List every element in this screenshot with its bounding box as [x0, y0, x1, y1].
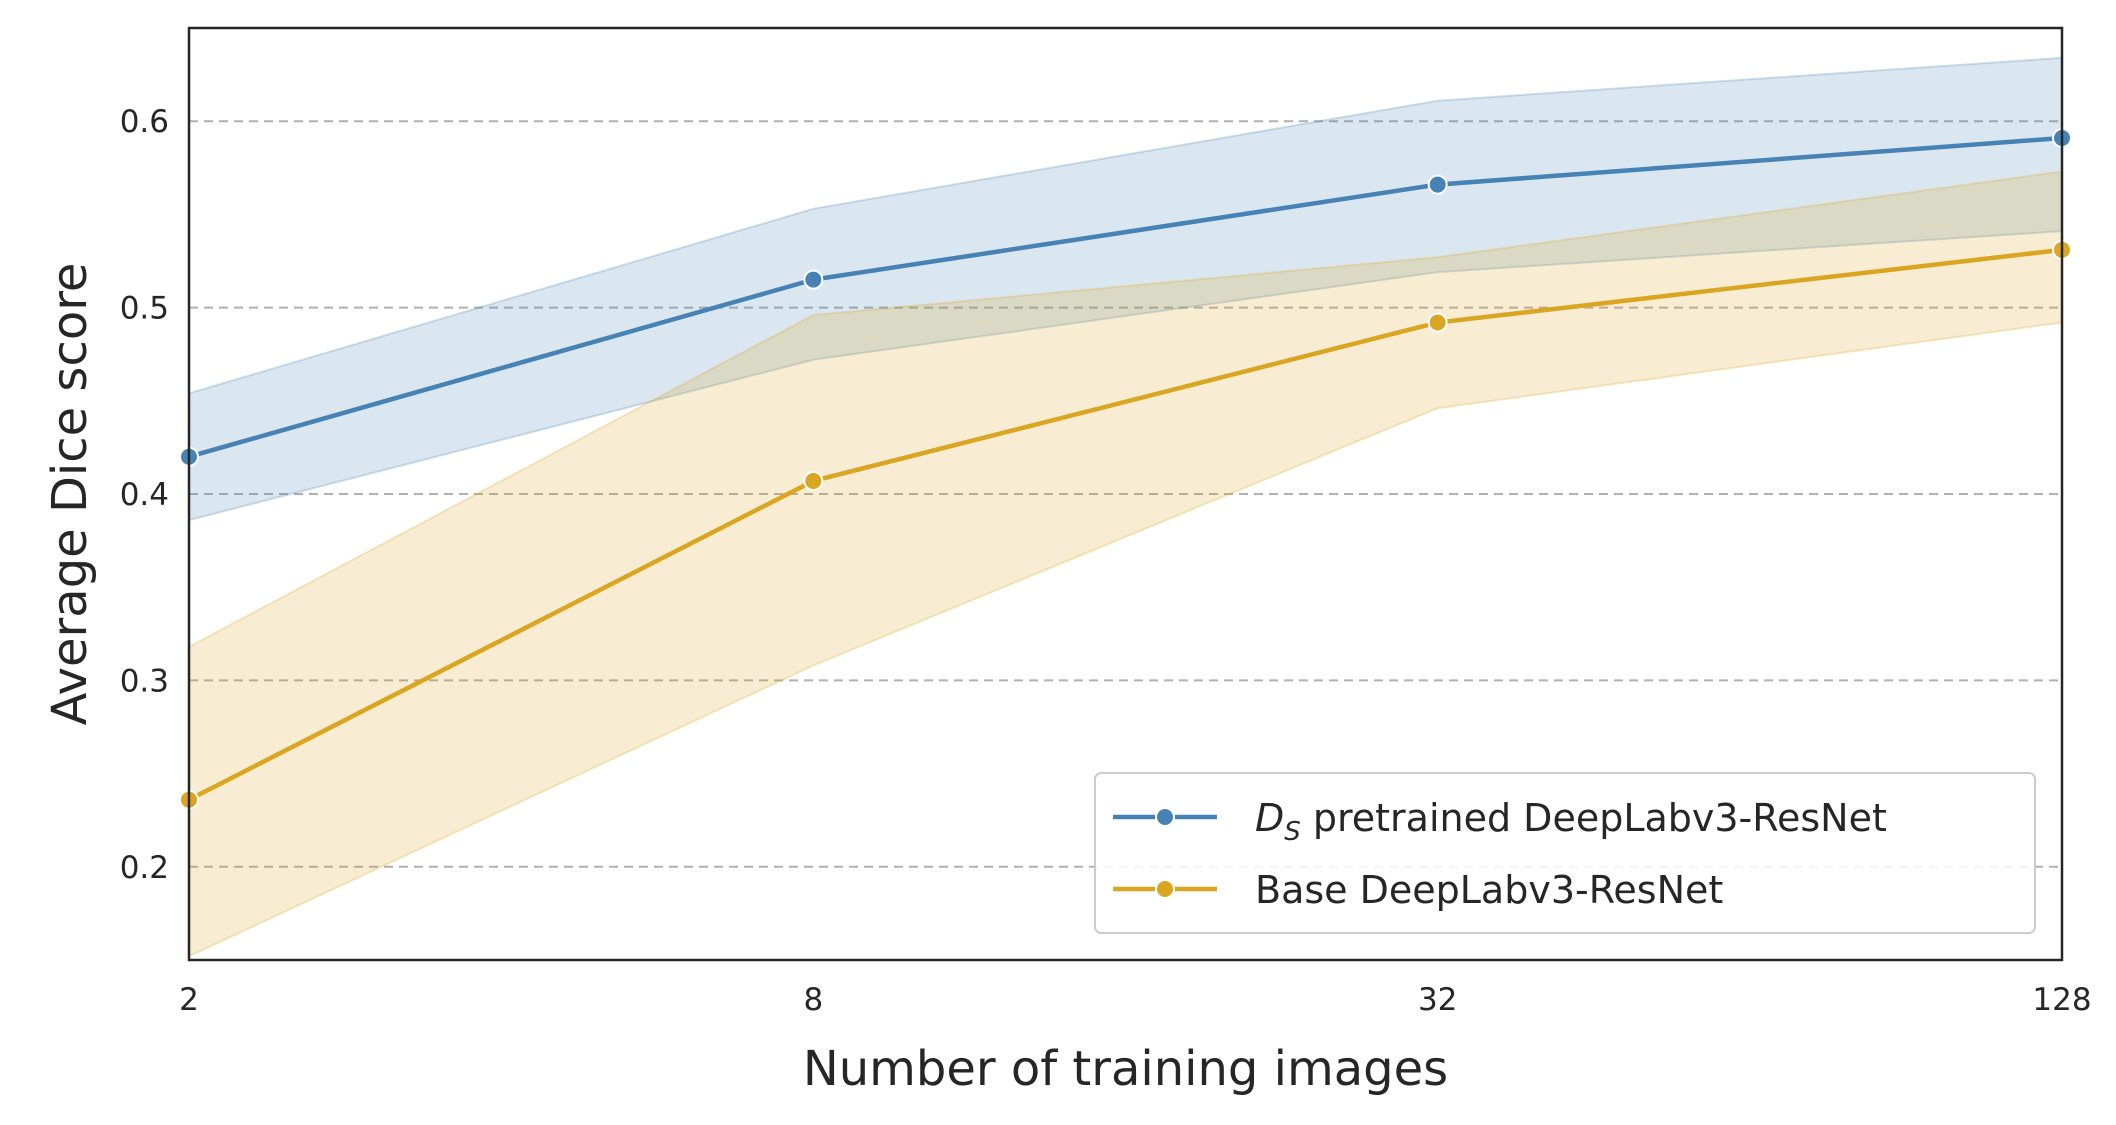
y-tick-label: 0.6 — [120, 104, 169, 140]
legend: DS pretrained DeepLabv3-ResNet Base DeepL… — [1094, 772, 2036, 934]
y-tick-label: 0.5 — [120, 291, 169, 327]
x-tick-label: 8 — [803, 982, 823, 1018]
data-point-1 — [1427, 174, 1448, 195]
x-tick-label: 32 — [1418, 982, 1457, 1018]
series-lines — [187, 135, 2063, 802]
plot-frame — [187, 26, 2064, 962]
y-tick-label: 0.2 — [120, 850, 169, 886]
series-line-1 — [188, 135, 2063, 459]
y-tick-label: 0.3 — [120, 663, 169, 699]
legend-swatch-marker — [1155, 879, 1175, 899]
data-point-2 — [1427, 312, 1448, 333]
y-tick-label: 0.4 — [120, 477, 169, 513]
data-point-2 — [803, 470, 824, 491]
data-point-1 — [803, 269, 824, 290]
y-axis-label: Average Dice score — [42, 263, 98, 726]
x-tick-labels: 2 8 32 128 — [179, 982, 2091, 1018]
x-tick-label: 2 — [179, 982, 199, 1018]
series-line-2 — [187, 247, 2063, 802]
legend-label: Base DeepLabv3-ResNet — [1255, 868, 1723, 912]
x-axis-label: Number of training images — [803, 1041, 1448, 1097]
x-tick-label: 128 — [2032, 982, 2091, 1018]
legend-swatch-marker — [1155, 807, 1175, 827]
y-tick-labels: 0.2 0.3 0.4 0.5 0.6 — [120, 104, 169, 886]
legend-box — [1094, 772, 2036, 934]
legend-label: DS pretrained DeepLabv3-ResNet — [1255, 796, 1887, 847]
